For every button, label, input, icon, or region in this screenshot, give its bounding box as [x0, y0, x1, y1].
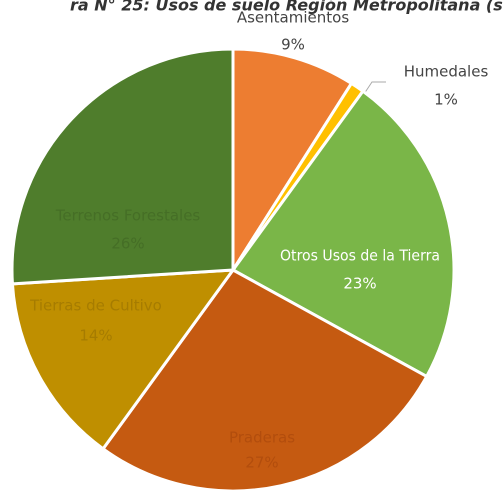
slice-label: Praderas: [229, 429, 295, 447]
slice-label: Terrenos Forestales: [55, 207, 201, 225]
pie-slice: [10, 47, 235, 286]
slice-value: 14%: [79, 327, 112, 345]
slice-label: Tierras de Cultivo: [29, 297, 162, 315]
slice-value: 23%: [343, 275, 376, 293]
slice-value: 26%: [111, 235, 144, 253]
slice-label: Asentamientos: [237, 9, 349, 27]
slice-label: Humedales: [404, 63, 489, 81]
pie-slice: [10, 268, 237, 451]
pie-slice: [101, 268, 429, 493]
slice-label: Otros Usos de la Tierra: [280, 247, 440, 265]
chart-title: ra N° 25: Usos de suelo Región Metropoli…: [70, 0, 503, 15]
slice-value: 1%: [434, 91, 458, 109]
slice-value: 27%: [245, 454, 278, 472]
pie-slice: [230, 89, 456, 379]
pie-slice: [231, 47, 354, 276]
slice-value: 9%: [281, 36, 305, 54]
